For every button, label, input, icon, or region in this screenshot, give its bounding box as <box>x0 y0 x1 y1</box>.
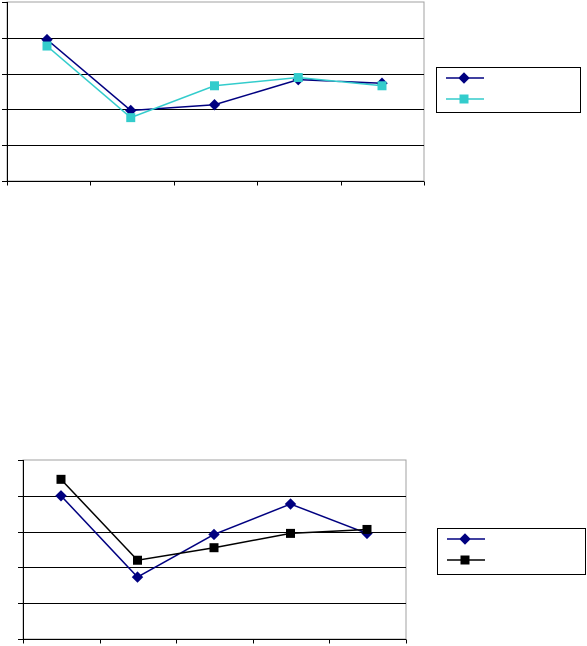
legend-marker-1 <box>459 533 471 545</box>
series-2-point <box>133 555 142 565</box>
series-2-point <box>377 81 387 91</box>
series-2-point <box>362 524 372 534</box>
series-2-point <box>209 543 219 553</box>
legend-marker-2 <box>460 555 470 565</box>
plot-area <box>6 1 425 182</box>
series-2-point <box>286 528 295 538</box>
legend-marker-2 <box>459 94 469 104</box>
legend-marker-1 <box>458 72 470 84</box>
series-1-point <box>55 490 67 502</box>
series-2-point <box>42 41 52 51</box>
chart-1 <box>2 1 581 186</box>
legend-box <box>437 528 586 575</box>
series-1-point <box>284 498 297 510</box>
series-2-point <box>210 81 219 91</box>
series-2-point <box>293 73 303 83</box>
legend-box <box>436 67 581 113</box>
series-1-point <box>208 528 220 541</box>
series-1-point <box>131 571 144 583</box>
series-2-point <box>126 113 136 123</box>
series-1-point <box>208 99 221 111</box>
series-2-point <box>56 474 66 484</box>
chart-2 <box>18 459 586 644</box>
